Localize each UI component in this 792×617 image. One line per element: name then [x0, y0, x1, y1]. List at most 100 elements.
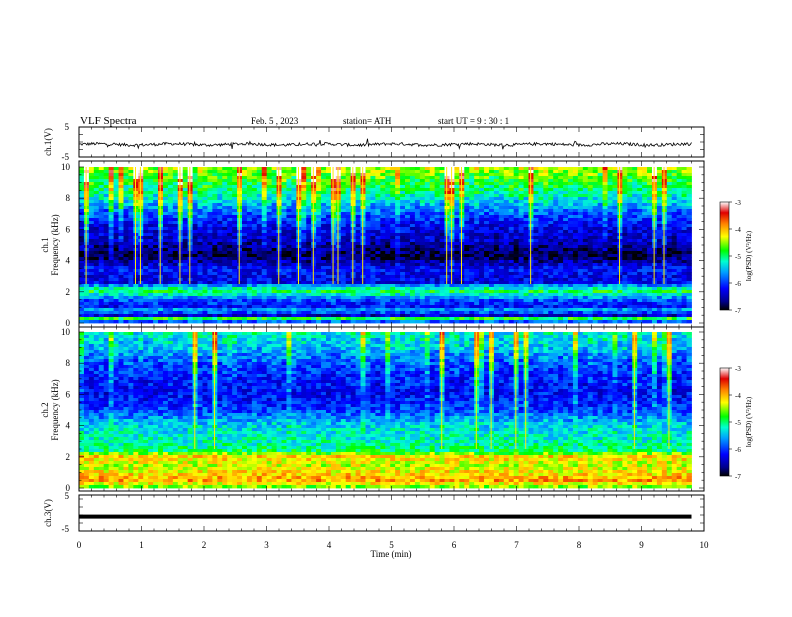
spectrogram-cell [168, 278, 173, 281]
spectrogram-cell [543, 194, 548, 197]
spectrogram-cell [390, 194, 395, 197]
spectrogram-cell [138, 221, 143, 224]
spectrogram-cell [296, 263, 301, 266]
spectrogram-cell [188, 203, 193, 206]
spectrogram-cell [375, 212, 380, 215]
spectrogram-cell [257, 203, 262, 206]
spectrogram-cell [390, 170, 395, 173]
spectrogram-cell [425, 263, 430, 266]
spectrogram-cell [286, 242, 291, 245]
spectrogram-cell [207, 266, 212, 269]
spectrogram-cell [494, 197, 499, 200]
ch1-spectrogram-image [79, 167, 692, 323]
spectrogram-cell [583, 260, 588, 263]
spectrogram-cell [612, 266, 617, 269]
spectrogram-cell [227, 281, 232, 284]
spectrogram-cell [573, 245, 578, 248]
spectrogram-cell [435, 275, 440, 278]
spectrogram-cell [578, 170, 583, 173]
spectrogram-cell [267, 269, 272, 272]
spectrogram-cell [538, 176, 543, 179]
spectrogram-cell [380, 167, 385, 170]
spectrogram-cell [617, 212, 622, 215]
spectrogram-cell [410, 194, 415, 197]
spectrogram-cell [642, 224, 647, 227]
spectrogram-cell [410, 206, 415, 209]
spectrogram-cell [188, 227, 193, 230]
spectrogram-cell [459, 233, 464, 236]
spectrogram-cell [94, 227, 99, 230]
spectrogram-cell [301, 182, 306, 185]
spectrogram-cell [326, 275, 331, 278]
spectrogram-cell [657, 230, 662, 233]
spectrogram-cell [548, 269, 553, 272]
spectrogram-cell [687, 263, 692, 266]
spectrogram-cell [632, 242, 637, 245]
spectrogram-cell [524, 239, 529, 242]
spectrogram-cell [553, 212, 558, 215]
spectrogram-cell [563, 179, 568, 182]
spectrogram-cell [375, 242, 380, 245]
spectrogram-cell [430, 212, 435, 215]
spectrogram-cell [356, 221, 361, 224]
spectrogram-cell [193, 284, 198, 287]
spectrogram-cell [286, 206, 291, 209]
ch1-waveform-panel: 5 -5 ch.1(V) [43, 122, 704, 162]
spectrogram-cell [627, 260, 632, 263]
spectrogram-cell [222, 188, 227, 191]
spectrogram-cell [222, 230, 227, 233]
spectrogram-cell [262, 200, 267, 203]
spectrogram-cell [198, 245, 203, 248]
spectrogram-cell [558, 212, 563, 215]
spectrogram-cell [593, 251, 598, 254]
spectrogram-cell [400, 263, 405, 266]
spectrogram-cell [133, 260, 138, 263]
spectrogram-cell [410, 254, 415, 257]
spectrogram-cell [390, 224, 395, 227]
spectrogram-cell [548, 278, 553, 281]
spectrogram-cell [533, 269, 538, 272]
spectrogram-cell [400, 200, 405, 203]
spectrogram-cell [282, 275, 287, 278]
spectrogram-cell [454, 281, 459, 284]
spectrogram-cell [519, 215, 524, 218]
spectrogram-cell [479, 173, 484, 176]
spectrogram-cell [548, 203, 553, 206]
spectrogram-cell [365, 182, 370, 185]
spectrogram-cell [232, 209, 237, 212]
spectrogram-cell [331, 251, 336, 254]
spectrogram-cell [445, 275, 450, 278]
spectrogram-cell [533, 242, 538, 245]
spectrogram-cell [514, 245, 519, 248]
spectrogram-cell [336, 188, 341, 191]
spectrogram-cell [291, 215, 296, 218]
spectrogram-cell [202, 230, 207, 233]
spectrogram-cell [583, 272, 588, 275]
spectrogram-cell [410, 242, 415, 245]
spectrogram-cell [128, 233, 133, 236]
spectrogram-cell [464, 224, 469, 227]
spectrogram-cell [321, 176, 326, 179]
spectrogram-cell [217, 200, 222, 203]
spectrogram-cell [395, 191, 400, 194]
spectrogram-cell [143, 170, 148, 173]
spectrogram-cell [143, 176, 148, 179]
spectrogram-cell [672, 230, 677, 233]
spectrogram-cell [365, 188, 370, 191]
spectrogram-cell [104, 200, 109, 203]
spectrogram-cell [346, 260, 351, 263]
spectrogram-cell [529, 176, 534, 179]
spectrogram-cell [336, 275, 341, 278]
spectrogram-cell [316, 221, 321, 224]
spectrogram-cell [415, 170, 420, 173]
spectrogram-cell [380, 254, 385, 257]
spectrogram-cell [588, 251, 593, 254]
spectrogram-cell [617, 227, 622, 230]
spectrogram-cell [109, 170, 114, 173]
spectrogram-cell [351, 176, 356, 179]
spectrogram-cell [390, 272, 395, 275]
spectrogram-cell [385, 197, 390, 200]
spectrogram-cell [400, 272, 405, 275]
spectrogram-cell [608, 278, 613, 281]
spectrogram-cell [153, 236, 158, 239]
